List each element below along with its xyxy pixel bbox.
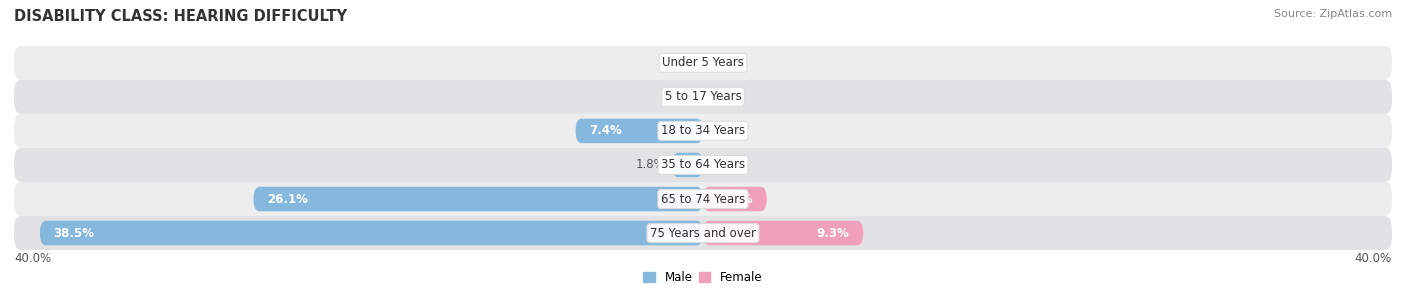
Text: 40.0%: 40.0%: [1355, 252, 1392, 265]
Text: 5 to 17 Years: 5 to 17 Years: [665, 90, 741, 103]
Text: 7.4%: 7.4%: [589, 124, 621, 137]
Text: 0.0%: 0.0%: [665, 56, 695, 69]
FancyBboxPatch shape: [14, 216, 1392, 250]
Legend: Male, Female: Male, Female: [638, 267, 768, 289]
FancyBboxPatch shape: [14, 80, 1392, 114]
Text: 9.3%: 9.3%: [817, 227, 849, 239]
FancyBboxPatch shape: [14, 46, 1392, 80]
Text: 1.8%: 1.8%: [636, 159, 665, 171]
FancyBboxPatch shape: [703, 187, 766, 211]
Text: 75 Years and over: 75 Years and over: [650, 227, 756, 239]
Text: 26.1%: 26.1%: [267, 192, 308, 206]
Text: 0.0%: 0.0%: [665, 90, 695, 103]
FancyBboxPatch shape: [14, 114, 1392, 148]
Text: DISABILITY CLASS: HEARING DIFFICULTY: DISABILITY CLASS: HEARING DIFFICULTY: [14, 9, 347, 24]
Text: 38.5%: 38.5%: [53, 227, 94, 239]
FancyBboxPatch shape: [703, 221, 863, 245]
Text: 40.0%: 40.0%: [14, 252, 51, 265]
Text: Source: ZipAtlas.com: Source: ZipAtlas.com: [1274, 9, 1392, 19]
FancyBboxPatch shape: [14, 182, 1392, 216]
FancyBboxPatch shape: [672, 153, 703, 177]
FancyBboxPatch shape: [253, 187, 703, 211]
Text: 18 to 34 Years: 18 to 34 Years: [661, 124, 745, 137]
Text: 0.0%: 0.0%: [711, 90, 741, 103]
FancyBboxPatch shape: [575, 119, 703, 143]
Text: 0.0%: 0.0%: [711, 124, 741, 137]
Text: 35 to 64 Years: 35 to 64 Years: [661, 159, 745, 171]
Text: Under 5 Years: Under 5 Years: [662, 56, 744, 69]
Text: 0.0%: 0.0%: [711, 56, 741, 69]
FancyBboxPatch shape: [39, 221, 703, 245]
Text: 0.0%: 0.0%: [711, 159, 741, 171]
FancyBboxPatch shape: [14, 148, 1392, 182]
Text: 3.7%: 3.7%: [720, 192, 754, 206]
Text: 65 to 74 Years: 65 to 74 Years: [661, 192, 745, 206]
